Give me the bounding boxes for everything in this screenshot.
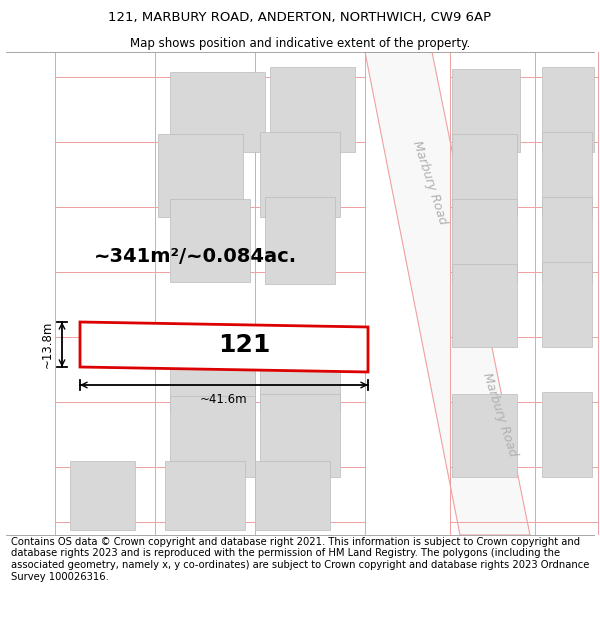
Text: 121: 121 (218, 332, 270, 356)
Bar (265, 197, 335, 284)
Text: ~13.8m: ~13.8m (41, 321, 54, 368)
Text: Map shows position and indicative extent of the property.: Map shows position and indicative extent… (130, 38, 470, 51)
Bar (170, 396, 255, 477)
Bar (452, 134, 517, 217)
Bar (170, 72, 265, 152)
Bar (542, 67, 594, 152)
Polygon shape (80, 322, 368, 372)
Bar (165, 461, 245, 530)
Text: ~341m²/~0.084ac.: ~341m²/~0.084ac. (94, 248, 296, 266)
Text: ~41.6m: ~41.6m (200, 393, 248, 406)
Bar (260, 327, 340, 412)
Bar (70, 461, 135, 530)
Bar (542, 197, 592, 282)
Bar (260, 132, 340, 217)
Bar (542, 392, 592, 477)
Bar (452, 199, 517, 282)
Bar (452, 69, 520, 152)
Bar (170, 329, 255, 412)
Bar (270, 67, 355, 152)
Polygon shape (365, 52, 530, 535)
Text: Marbury Road: Marbury Road (410, 139, 450, 226)
Bar (158, 134, 243, 217)
Text: Marbury Road: Marbury Road (480, 371, 520, 458)
Bar (542, 262, 592, 347)
Bar (260, 394, 340, 477)
Bar (170, 199, 250, 282)
Text: 121, MARBURY ROAD, ANDERTON, NORTHWICH, CW9 6AP: 121, MARBURY ROAD, ANDERTON, NORTHWICH, … (109, 11, 491, 24)
Bar (452, 264, 517, 347)
Bar (542, 132, 592, 217)
Text: Contains OS data © Crown copyright and database right 2021. This information is : Contains OS data © Crown copyright and d… (11, 537, 589, 582)
Bar (452, 394, 517, 477)
Bar (255, 461, 330, 530)
